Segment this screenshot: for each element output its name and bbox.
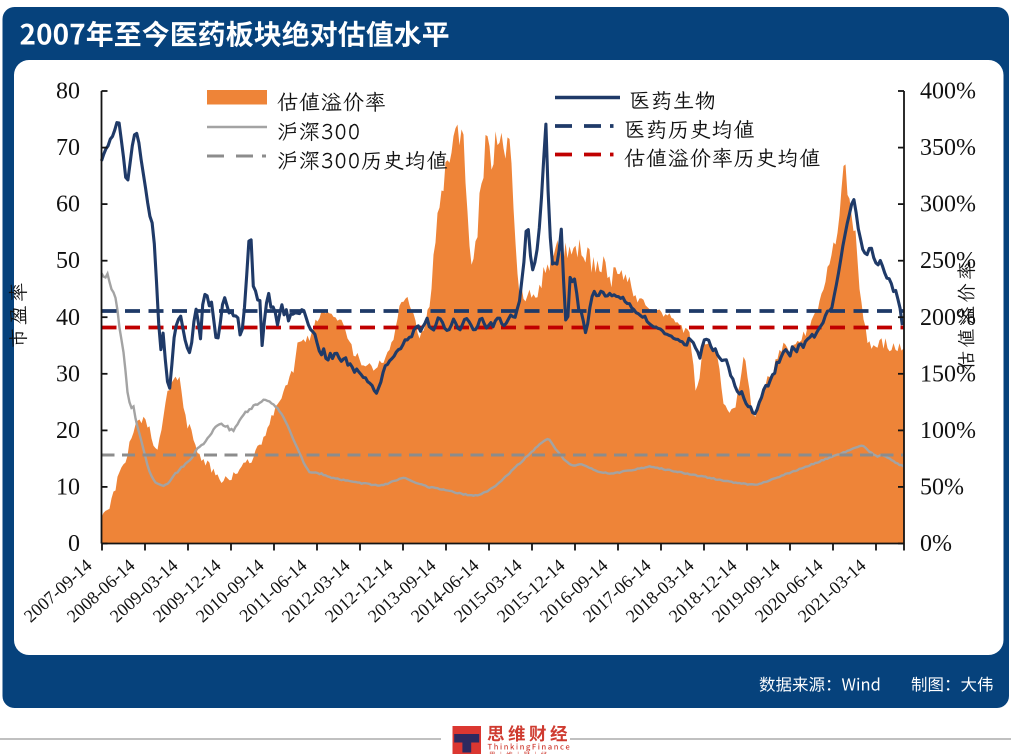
svg-text:0: 0 [68, 531, 80, 557]
svg-text:40: 40 [56, 305, 80, 331]
svg-text:250%: 250% [920, 248, 976, 274]
svg-text:50: 50 [56, 248, 80, 274]
svg-text:100%: 100% [920, 418, 976, 444]
svg-text:0%: 0% [920, 531, 952, 557]
svg-text:70: 70 [56, 135, 80, 161]
svg-text:300%: 300% [920, 192, 976, 218]
svg-text:30: 30 [56, 361, 80, 387]
svg-text:10: 10 [56, 474, 80, 500]
svg-text:80: 80 [56, 79, 80, 105]
svg-text:350%: 350% [920, 135, 976, 161]
svg-text:60: 60 [56, 192, 80, 218]
svg-text:20: 20 [56, 418, 80, 444]
svg-text:400%: 400% [920, 79, 976, 105]
svg-text:50%: 50% [920, 474, 964, 500]
